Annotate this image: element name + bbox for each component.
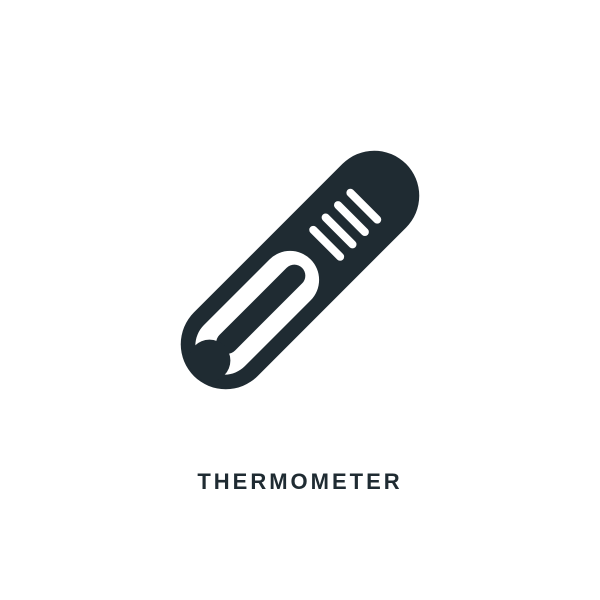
- thermometer-icon: [135, 105, 465, 435]
- icon-card: THERMOMETER: [135, 105, 465, 495]
- icon-label: THERMOMETER: [197, 469, 402, 495]
